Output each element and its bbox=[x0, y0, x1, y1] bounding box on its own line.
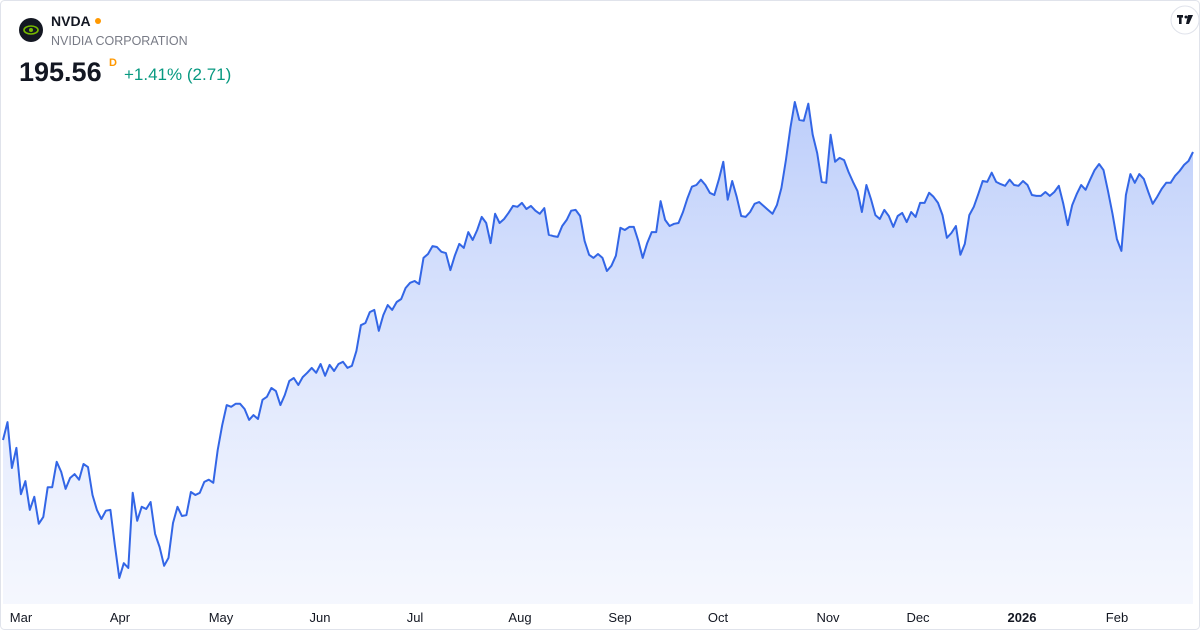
x-axis-label: Oct bbox=[708, 610, 729, 625]
x-axis-label: Mar bbox=[10, 610, 33, 625]
company-name: NVIDIA CORPORATION bbox=[51, 34, 188, 48]
price-line bbox=[2, 101, 1194, 579]
area-fill bbox=[3, 102, 1193, 604]
x-axis-label: Dec bbox=[906, 610, 930, 625]
x-axis-label: Aug bbox=[508, 610, 531, 625]
plot-area bbox=[2, 101, 1194, 604]
x-axis-label: Jun bbox=[310, 610, 331, 625]
x-axis-label: Apr bbox=[110, 610, 131, 625]
market-status-dot bbox=[95, 18, 101, 24]
x-axis-label: Feb bbox=[1106, 610, 1128, 625]
x-axis-label: Sep bbox=[608, 610, 631, 625]
x-axis-label: Nov bbox=[816, 610, 840, 625]
brand-logo bbox=[1170, 5, 1200, 35]
x-axis-label: 2026 bbox=[1008, 610, 1037, 625]
price: 195.56 bbox=[19, 57, 102, 87]
symbol: NVDA bbox=[51, 13, 91, 29]
x-axis-label: Jul bbox=[407, 610, 424, 625]
interval: D bbox=[109, 57, 117, 69]
x-axis-label: May bbox=[209, 610, 234, 625]
symbol-logo bbox=[19, 18, 43, 42]
price-change: +1.41% (2.71) bbox=[124, 65, 231, 84]
